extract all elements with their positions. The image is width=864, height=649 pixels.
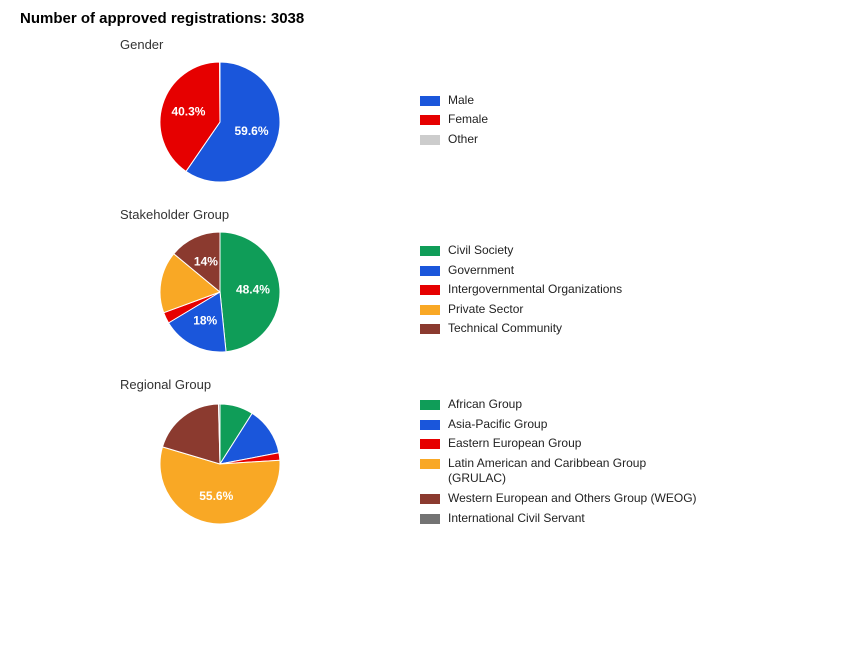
legend-row: Technical Community bbox=[420, 321, 622, 337]
legend-swatch bbox=[420, 266, 440, 276]
page-title: Number of approved registrations: 3038 bbox=[20, 10, 844, 27]
legend-swatch bbox=[420, 400, 440, 410]
slice-pct-label: 48.4% bbox=[236, 283, 270, 297]
legend-row: Intergovernmental Organizations bbox=[420, 282, 622, 298]
legend: African Group Asia-Pacific Group Eastern E… bbox=[420, 397, 700, 530]
legend-row: Other bbox=[420, 132, 488, 148]
slice-pct-label: 18% bbox=[193, 314, 217, 328]
legend-row: International Civil Servant bbox=[420, 511, 700, 527]
legend-label: Civil Society bbox=[448, 243, 513, 259]
pie-holder: 48.4% 18% 14% bbox=[20, 227, 420, 357]
slice-pct-label: 55.6% bbox=[199, 489, 233, 503]
chart-row: 55.6% African Group Asia-Pacific Group East… bbox=[20, 397, 844, 530]
legend-row: Eastern European Group bbox=[420, 436, 700, 452]
legend-row: Government bbox=[420, 263, 622, 279]
legend-swatch bbox=[420, 439, 440, 449]
legend-label: Male bbox=[448, 93, 474, 109]
legend-label: Other bbox=[448, 132, 478, 148]
legend-swatch bbox=[420, 285, 440, 295]
pie-holder: 55.6% bbox=[20, 399, 420, 529]
legend-row: Male bbox=[420, 93, 488, 109]
chart-block: Regional Group 55.6% African Group Asia-Pac… bbox=[20, 377, 844, 530]
slice-pct-label: 14% bbox=[194, 254, 218, 268]
pie-chart: 48.4% 18% 14% bbox=[155, 227, 285, 357]
chart-row: 48.4% 18% 14% Civil Society Government Interg… bbox=[20, 227, 844, 357]
legend-swatch bbox=[420, 115, 440, 125]
slice-pct-label: 40.3% bbox=[171, 104, 205, 118]
pie-chart: 55.6% bbox=[155, 399, 285, 529]
legend-row: Latin American and Caribbean Group (GRUL… bbox=[420, 456, 700, 487]
legend-row: Private Sector bbox=[420, 302, 622, 318]
legend-row: Western European and Others Group (WEOG) bbox=[420, 491, 700, 507]
chart-title: Stakeholder Group bbox=[120, 207, 844, 222]
chart-row: 59.6% 40.3% Male Female Other bbox=[20, 57, 844, 187]
chart-block: Gender 59.6% 40.3% Male Female Other bbox=[20, 37, 844, 187]
chart-block: Stakeholder Group 48.4% 18% 14% Civil Societ… bbox=[20, 207, 844, 357]
legend-label: Asia-Pacific Group bbox=[448, 417, 547, 433]
chart-title: Regional Group bbox=[120, 377, 844, 392]
pie-chart: 59.6% 40.3% bbox=[155, 57, 285, 187]
slice-pct-label: 59.6% bbox=[234, 124, 268, 138]
legend-label: Female bbox=[448, 112, 488, 128]
legend-label: Intergovernmental Organizations bbox=[448, 282, 622, 298]
legend-label: Technical Community bbox=[448, 321, 562, 337]
legend-swatch bbox=[420, 459, 440, 469]
legend-swatch bbox=[420, 96, 440, 106]
legend-swatch bbox=[420, 494, 440, 504]
legend-row: Civil Society bbox=[420, 243, 622, 259]
legend-label: Government bbox=[448, 263, 514, 279]
legend-swatch bbox=[420, 514, 440, 524]
legend-label: Latin American and Caribbean Group (GRUL… bbox=[448, 456, 700, 487]
legend: Civil Society Government Intergovernmental… bbox=[420, 243, 622, 341]
legend-swatch bbox=[420, 135, 440, 145]
legend-swatch bbox=[420, 420, 440, 430]
legend-label: Private Sector bbox=[448, 302, 523, 318]
legend-swatch bbox=[420, 324, 440, 334]
legend-row: Female bbox=[420, 112, 488, 128]
legend-label: Western European and Others Group (WEOG) bbox=[448, 491, 697, 507]
legend: Male Female Other bbox=[420, 93, 488, 152]
legend-row: Asia-Pacific Group bbox=[420, 417, 700, 433]
legend-row: African Group bbox=[420, 397, 700, 413]
legend-swatch bbox=[420, 246, 440, 256]
charts-container: Gender 59.6% 40.3% Male Female Other Stakehold… bbox=[20, 37, 844, 530]
legend-label: International Civil Servant bbox=[448, 511, 585, 527]
legend-label: Eastern European Group bbox=[448, 436, 581, 452]
legend-label: African Group bbox=[448, 397, 522, 413]
legend-swatch bbox=[420, 305, 440, 315]
pie-holder: 59.6% 40.3% bbox=[20, 57, 420, 187]
chart-title: Gender bbox=[120, 37, 844, 52]
